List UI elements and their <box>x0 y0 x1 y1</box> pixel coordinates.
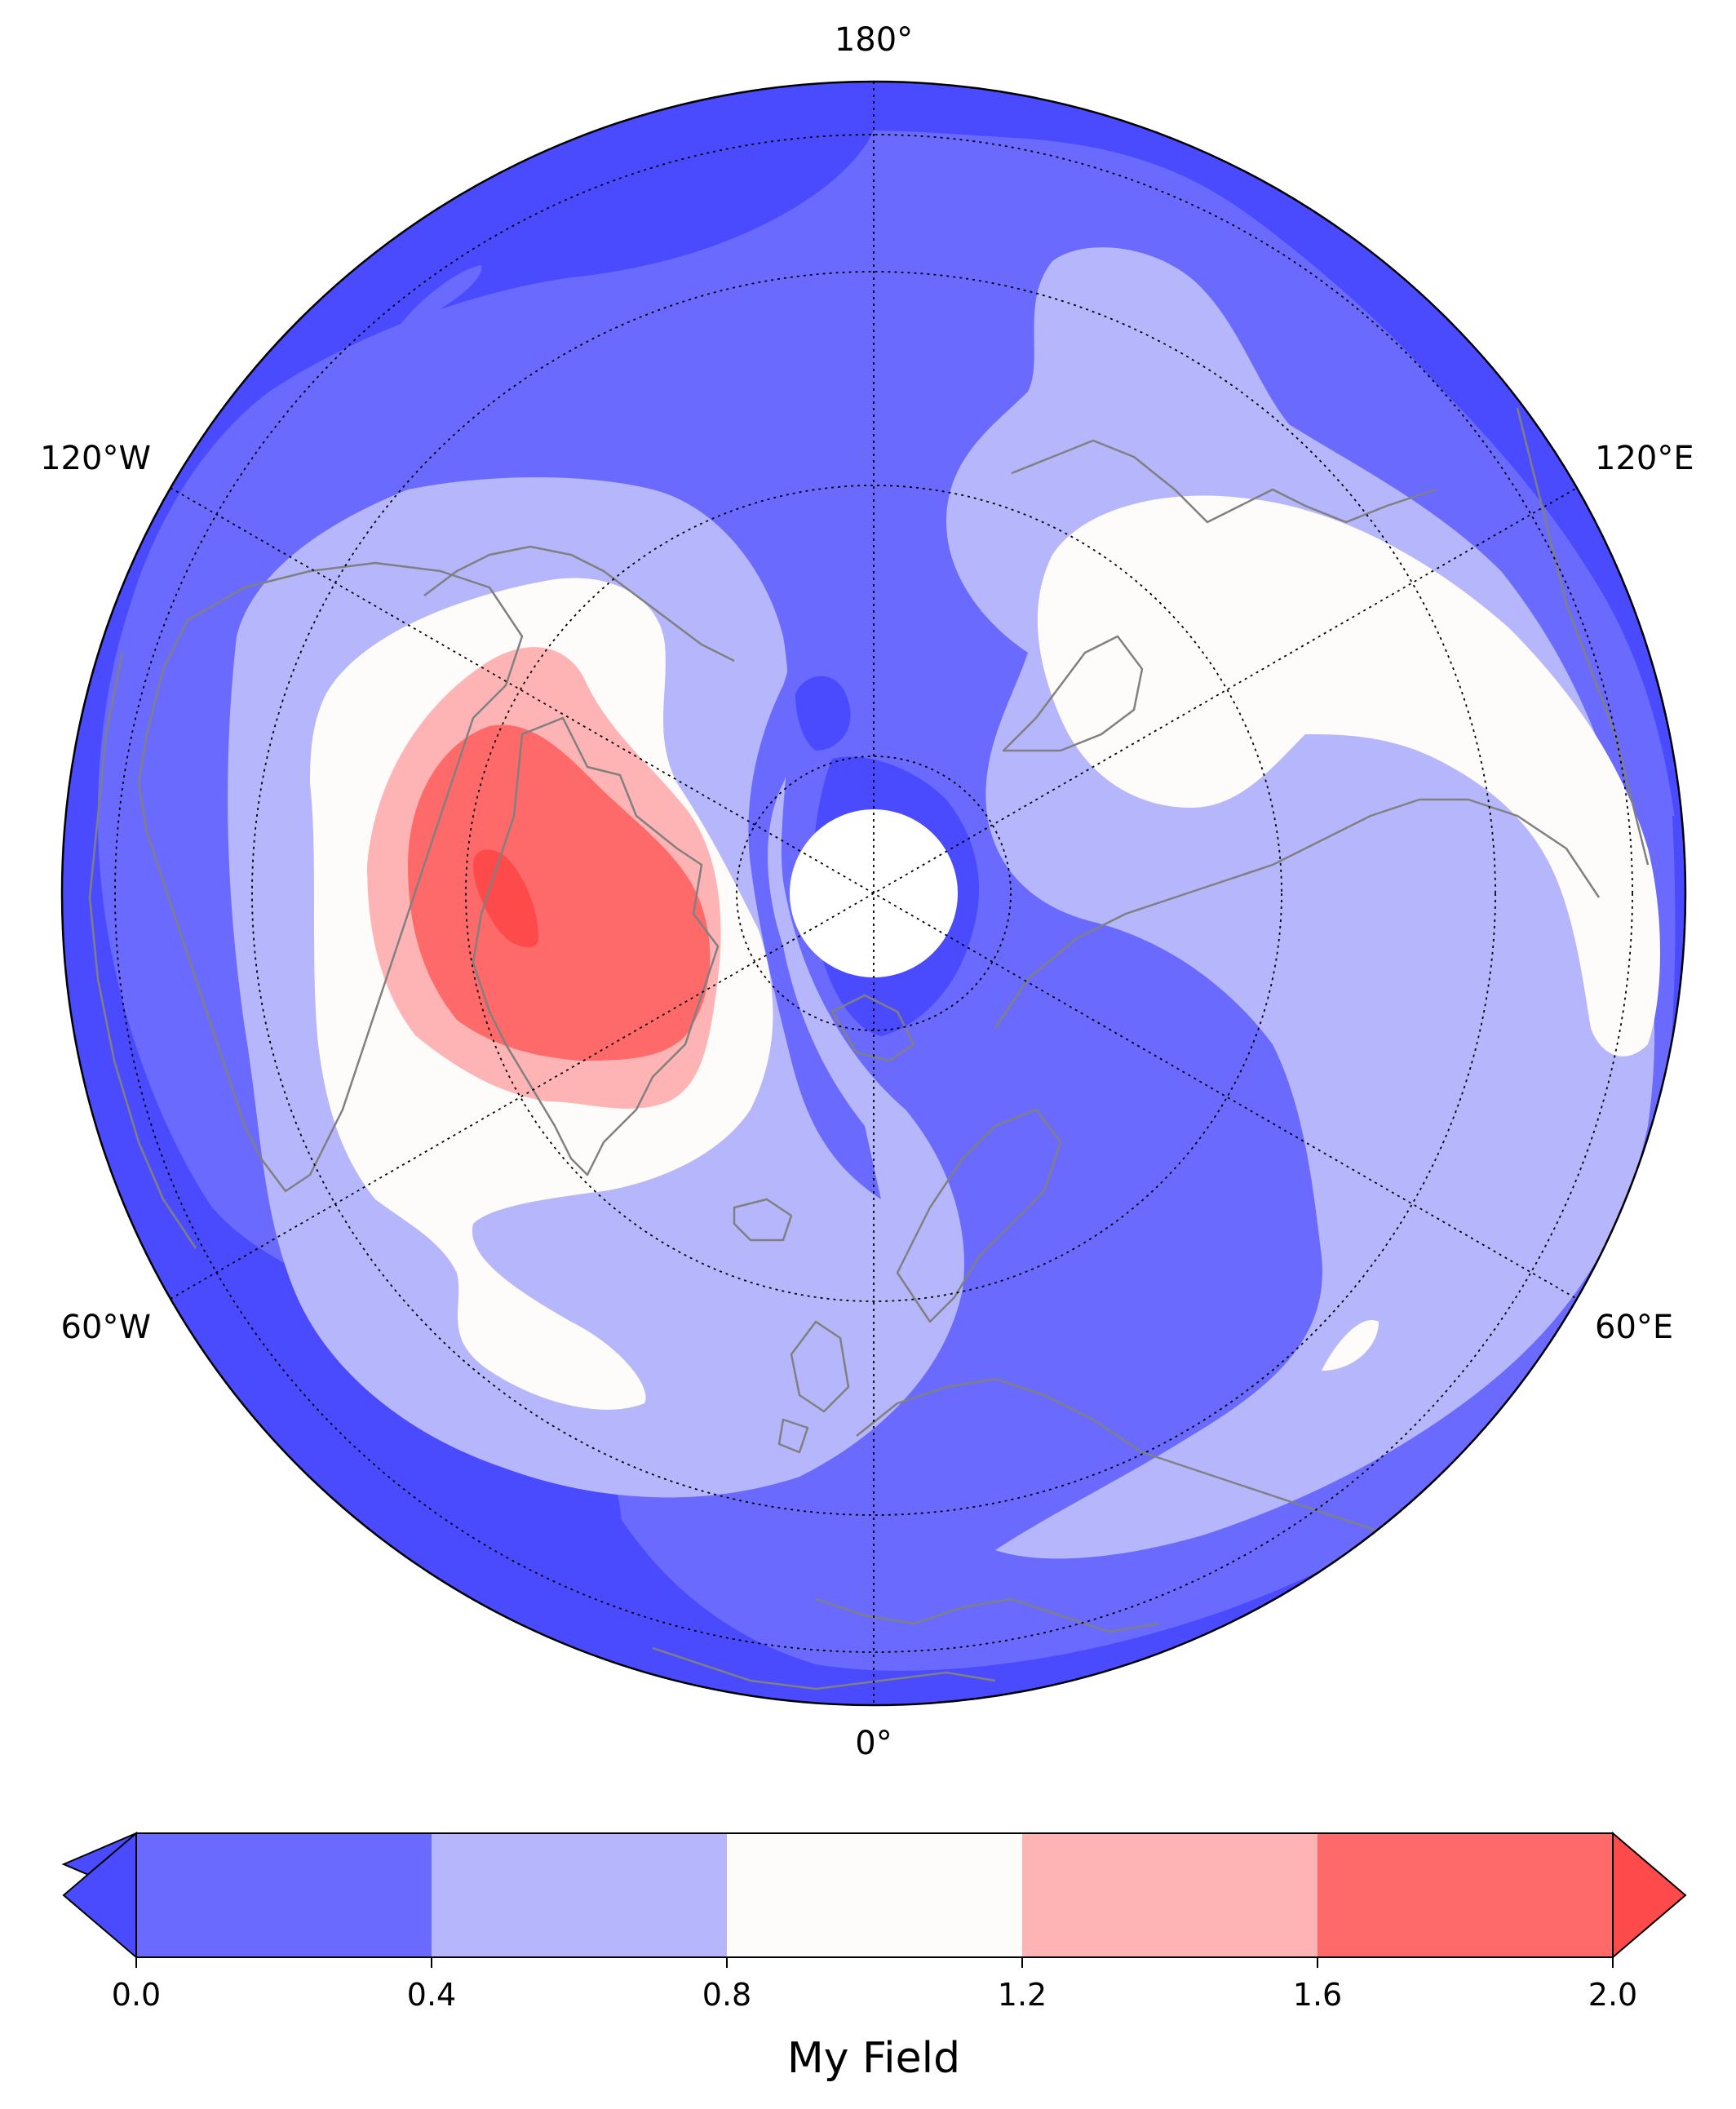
field-band-0.8-1.2-islet <box>1322 1320 1379 1371</box>
latitude-circle-60 <box>251 271 1496 1516</box>
latitude-circle-80 <box>736 755 1012 1031</box>
coastline-iceland <box>733 1198 793 1242</box>
lon-label-120e: 120°E <box>1595 440 1694 477</box>
coastlines <box>88 407 1650 1690</box>
colorbar: 0.0 0.4 0.8 1.2 1.6 2.0 My Field <box>61 1831 1687 2083</box>
field-band-0.8-1.2-east <box>1037 495 1660 1057</box>
colorbar-tick-label-4: 1.6 <box>1293 1977 1342 2013</box>
coastline-taymyr <box>1002 635 1144 752</box>
coastline-scandinavia <box>896 1108 1062 1323</box>
colorbar-tick-label-2: 0.8 <box>702 1977 751 2013</box>
coastline-mediterranean <box>815 1597 1159 1633</box>
lon-label-180: 180° <box>835 21 913 59</box>
lon-label-120w: 120°W <box>40 440 151 477</box>
coastline-canada <box>137 561 524 1193</box>
colorbar-extend-over <box>1612 1831 1687 1960</box>
meridian-120w-60e <box>170 487 1578 1300</box>
colorbar-outline <box>135 1832 1614 1958</box>
coastline-europe <box>856 1377 1436 1535</box>
colorbar-ticks <box>135 1957 1614 1968</box>
lon-label-0: 0° <box>855 1725 892 1762</box>
lon-label-60e: 60°E <box>1595 1309 1673 1346</box>
coastline-arctic-islands <box>830 994 915 1062</box>
graticule <box>114 82 1633 1705</box>
coastline-north-america-outer <box>88 652 197 1249</box>
colorbar-bin-1 <box>432 1833 727 1957</box>
coastline-alaska <box>423 545 735 662</box>
colorbar-tick-label-0: 0.0 <box>112 1977 161 2013</box>
field-band-0.0-0.4-islet <box>396 265 482 330</box>
colorbar-tick-label-5: 2.0 <box>1588 1977 1637 2013</box>
colorbar-title: My Field <box>787 2034 960 2083</box>
colorbar-bin-4 <box>1318 1833 1613 1957</box>
coastline-siberia <box>994 798 1601 1029</box>
coastline-chukotka <box>1011 439 1437 524</box>
colorbar-bin-2 <box>727 1833 1022 1957</box>
colorbar-bin-0 <box>136 1833 432 1957</box>
field-band-1.6-2.0 <box>408 724 711 1061</box>
longitude-labels: 180° 120°E 60°E 0° 60°W 120°W <box>40 21 1694 1762</box>
field-band-0.0-0.4-pole-arm <box>748 490 881 1199</box>
field-over-range <box>473 849 538 948</box>
colorbar-tick-label-1: 0.4 <box>407 1977 456 2013</box>
coastline-british-isles <box>777 1320 850 1454</box>
colorbar-tick-label-3: 1.2 <box>998 1977 1047 2013</box>
map-boundary <box>60 80 1687 1707</box>
coastline-africa <box>652 1646 996 1690</box>
field-under-range-pole <box>795 676 851 751</box>
lon-label-60w: 60°W <box>61 1309 151 1346</box>
coastline-asia-east <box>1516 407 1650 866</box>
latitude-circle-70 <box>465 485 1282 1302</box>
coastline-greenland <box>472 716 720 1176</box>
latitude-circle-50 <box>114 134 1633 1653</box>
map-disk <box>62 82 1685 1705</box>
meridian-60w-120e <box>170 487 1578 1300</box>
colorbar-bin-3 <box>1022 1833 1318 1957</box>
